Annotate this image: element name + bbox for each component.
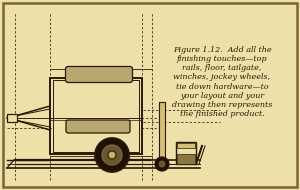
- FancyBboxPatch shape: [66, 120, 130, 133]
- Bar: [176, 142, 196, 164]
- Circle shape: [102, 145, 122, 165]
- Bar: [177, 154, 195, 164]
- Text: Figure 1.12.  Add all the
finishing touches—top
rails, floor, tailgate,
winches,: Figure 1.12. Add all the finishing touch…: [172, 46, 272, 118]
- Bar: [177, 143, 195, 148]
- Bar: [53, 80, 139, 152]
- Bar: [7, 114, 17, 122]
- Circle shape: [159, 161, 165, 167]
- Bar: [159, 102, 165, 166]
- Circle shape: [95, 138, 129, 172]
- Bar: [50, 78, 142, 154]
- Bar: [109, 156, 115, 162]
- Circle shape: [155, 157, 169, 171]
- FancyBboxPatch shape: [65, 66, 133, 82]
- Circle shape: [108, 151, 116, 159]
